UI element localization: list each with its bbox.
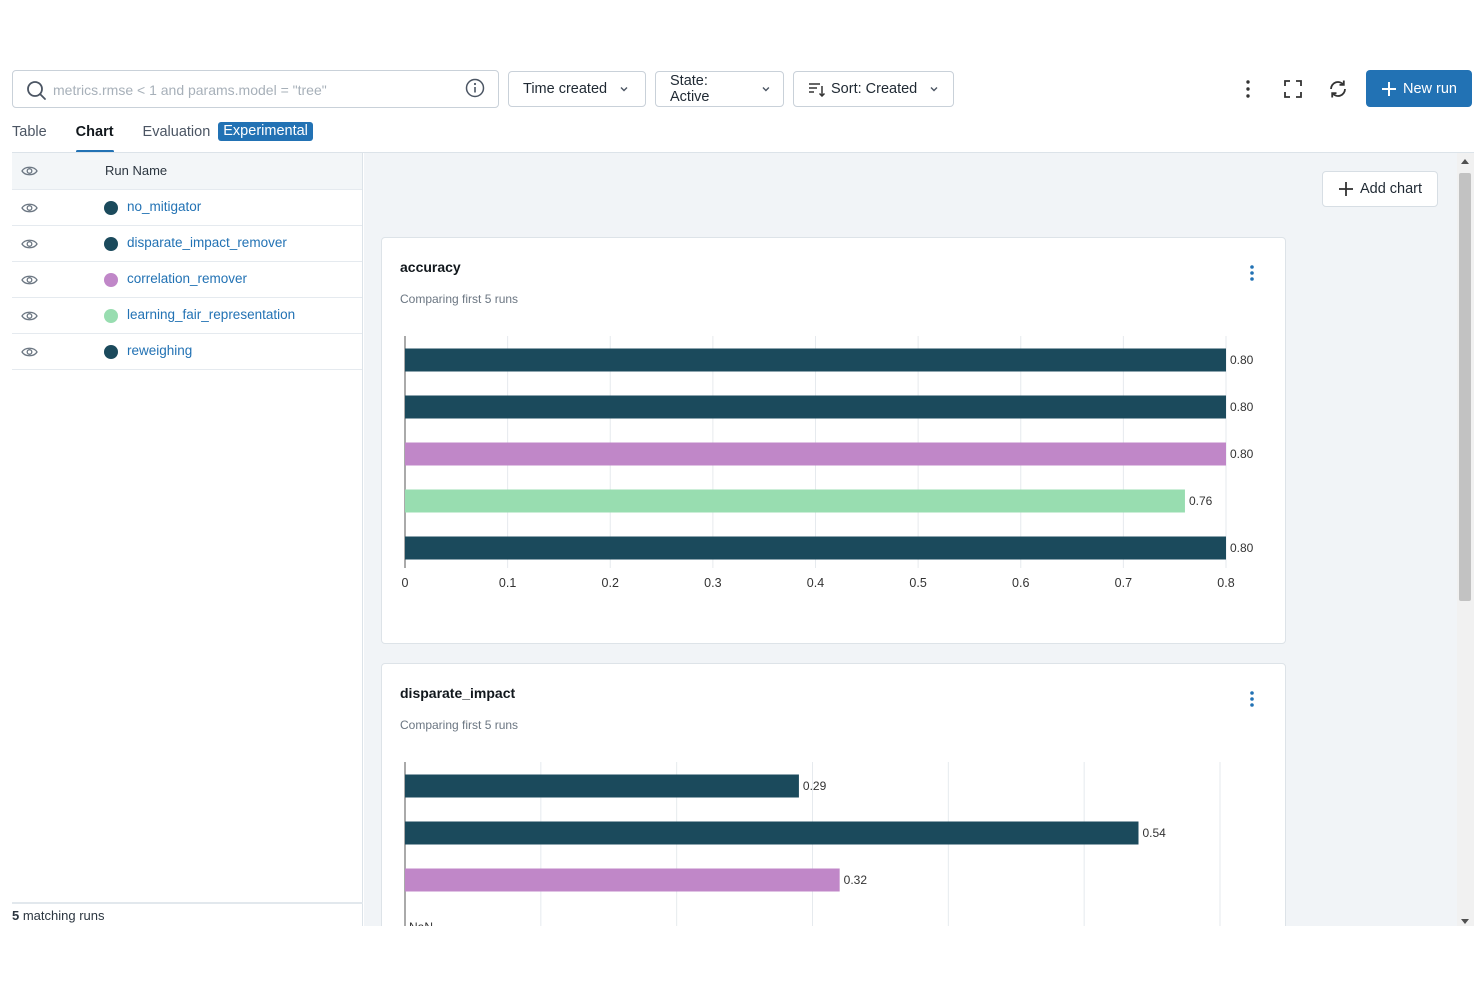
run-name-link[interactable]: correlation_remover: [127, 271, 248, 286]
tab-evaluation-label: Evaluation: [142, 124, 211, 140]
bar-reweighing: [405, 536, 1226, 560]
data-label: 0.32: [844, 873, 868, 887]
x-tick-label: 0: [402, 576, 409, 590]
chart-menu-icon[interactable]: [1249, 690, 1255, 708]
matching-runs-text: matching runs: [19, 908, 105, 923]
refresh-icon[interactable]: [1326, 77, 1350, 101]
search-icon: [27, 81, 46, 100]
run-color-dot: [104, 309, 118, 323]
toolbar: Time created State: Active Sort: Created…: [12, 69, 1474, 109]
tabs-divider: [12, 152, 1474, 153]
bar-disparate_impact_remover: [405, 821, 1139, 845]
eye-icon[interactable]: [21, 201, 38, 215]
run-color-dot: [104, 345, 118, 359]
chart-subtitle: Comparing first 5 runs: [400, 292, 519, 306]
chevron-down-icon: [620, 87, 628, 92]
chart-title: disparate_impact: [400, 685, 516, 701]
data-label: 0.76: [1189, 494, 1213, 508]
run-name-link[interactable]: reweighing: [127, 343, 193, 358]
add-chart-button[interactable]: Add chart: [1322, 171, 1438, 207]
eye-icon[interactable]: [21, 309, 38, 323]
bar-no_mitigator: [405, 774, 799, 798]
scroll-thumb[interactable]: [1459, 173, 1471, 601]
vertical-scrollbar[interactable]: [1457, 153, 1474, 926]
x-tick-label: 0.4: [807, 576, 824, 590]
info-icon[interactable]: [465, 78, 485, 98]
bar-disparate_impact_remover: [405, 395, 1226, 419]
chart-area: Add chart accuracy Comparing first 5 run…: [364, 153, 1457, 926]
run-row[interactable]: learning_fair_representation: [12, 298, 362, 334]
chart-card-accuracy: accuracy Comparing first 5 runs 0.80 0.80…: [381, 237, 1286, 644]
x-tick-label: 0.1: [499, 576, 516, 590]
data-label: 0.80: [1230, 447, 1254, 461]
view-tabs: Table Chart Evaluation Experimental: [12, 120, 342, 153]
run-name-link[interactable]: disparate_impact_remover: [127, 235, 287, 250]
accuracy-bar-chart: 0.80 0.80 0.80 0.76 0.80 0 0.1 0.2 0.3 0.4 0.5 0.6 0…: [402, 336, 1254, 590]
chart-menu-icon[interactable]: [1249, 264, 1255, 282]
state-dropdown[interactable]: State: Active: [655, 71, 784, 107]
plus-icon: [1338, 182, 1353, 196]
run-row[interactable]: correlation_remover: [12, 262, 362, 298]
run-name-header[interactable]: Run Name: [105, 163, 168, 178]
bar-correlation_remover: [405, 442, 1226, 466]
run-list: Run Name no_mitigator disparate_impact_re…: [12, 153, 363, 926]
search-box[interactable]: [12, 70, 499, 108]
eye-icon[interactable]: [21, 237, 38, 251]
run-list-header: Run Name: [12, 153, 362, 190]
x-tick-label: 0.8: [1217, 576, 1234, 590]
sort-label: Sort: Created: [831, 81, 918, 97]
new-run-label: New run: [1403, 80, 1457, 97]
add-chart-label: Add chart: [1359, 181, 1423, 197]
data-label: 0.80: [1230, 541, 1254, 555]
chevron-down-icon: [930, 87, 938, 92]
plus-icon: [1382, 81, 1396, 96]
matching-runs-count: 5: [12, 908, 20, 923]
chart-title: accuracy: [400, 259, 461, 275]
eye-icon[interactable]: [21, 345, 38, 359]
run-color-dot: [104, 201, 118, 215]
chart-card-disparate-impact: disparate_impact Comparing first 5 runs …: [381, 663, 1286, 926]
data-label: NaN: [409, 920, 433, 926]
sort-dropdown[interactable]: Sort: Created: [793, 71, 954, 107]
run-row[interactable]: disparate_impact_remover: [12, 226, 362, 262]
more-vertical-icon[interactable]: [1236, 77, 1260, 101]
tab-evaluation[interactable]: Evaluation Experimental: [143, 120, 313, 153]
chart-subtitle: Comparing first 5 runs: [400, 718, 519, 732]
data-label: 0.54: [1143, 826, 1167, 840]
run-row[interactable]: no_mitigator: [12, 190, 362, 226]
state-label: State: Active: [670, 73, 710, 105]
search-input[interactable]: [53, 79, 453, 101]
run-name-link[interactable]: learning_fair_representation: [127, 307, 296, 322]
x-tick-label: 0.5: [909, 576, 926, 590]
bar-learning_fair_representation: [405, 489, 1185, 513]
scroll-down-arrow[interactable]: [1461, 919, 1469, 924]
x-tick-label: 0.6: [1012, 576, 1029, 590]
bar-correlation_remover: [405, 868, 840, 892]
time-created-label: Time created: [523, 81, 608, 97]
run-row[interactable]: reweighing: [12, 334, 362, 370]
experimental-badge: Experimental: [218, 122, 313, 141]
time-created-dropdown[interactable]: Time created: [508, 71, 646, 107]
x-tick-label: 0.3: [704, 576, 721, 590]
eye-icon[interactable]: [21, 273, 38, 287]
run-color-dot: [104, 237, 118, 251]
run-name-link[interactable]: no_mitigator: [127, 199, 202, 214]
sort-icon: [809, 83, 826, 97]
scroll-up-arrow[interactable]: [1461, 159, 1469, 164]
matching-runs-footer: 5 matching runs: [12, 902, 363, 926]
bar-no_mitigator: [405, 348, 1226, 372]
fullscreen-icon[interactable]: [1281, 77, 1305, 101]
chevron-down-icon: [762, 87, 770, 92]
data-label: 0.80: [1230, 353, 1254, 367]
tab-table[interactable]: Table: [12, 124, 47, 140]
run-color-dot: [104, 273, 118, 287]
x-tick-label: 0.2: [602, 576, 619, 590]
tab-chart[interactable]: Chart: [75, 120, 114, 153]
data-label: 0.29: [803, 779, 827, 793]
disparate-impact-bar-chart: 0.29 0.54 0.32 NaN: [404, 762, 1221, 926]
new-run-button[interactable]: New run: [1366, 70, 1472, 107]
x-tick-label: 0.7: [1115, 576, 1132, 590]
eye-icon[interactable]: [21, 164, 38, 178]
data-label: 0.80: [1230, 400, 1254, 414]
